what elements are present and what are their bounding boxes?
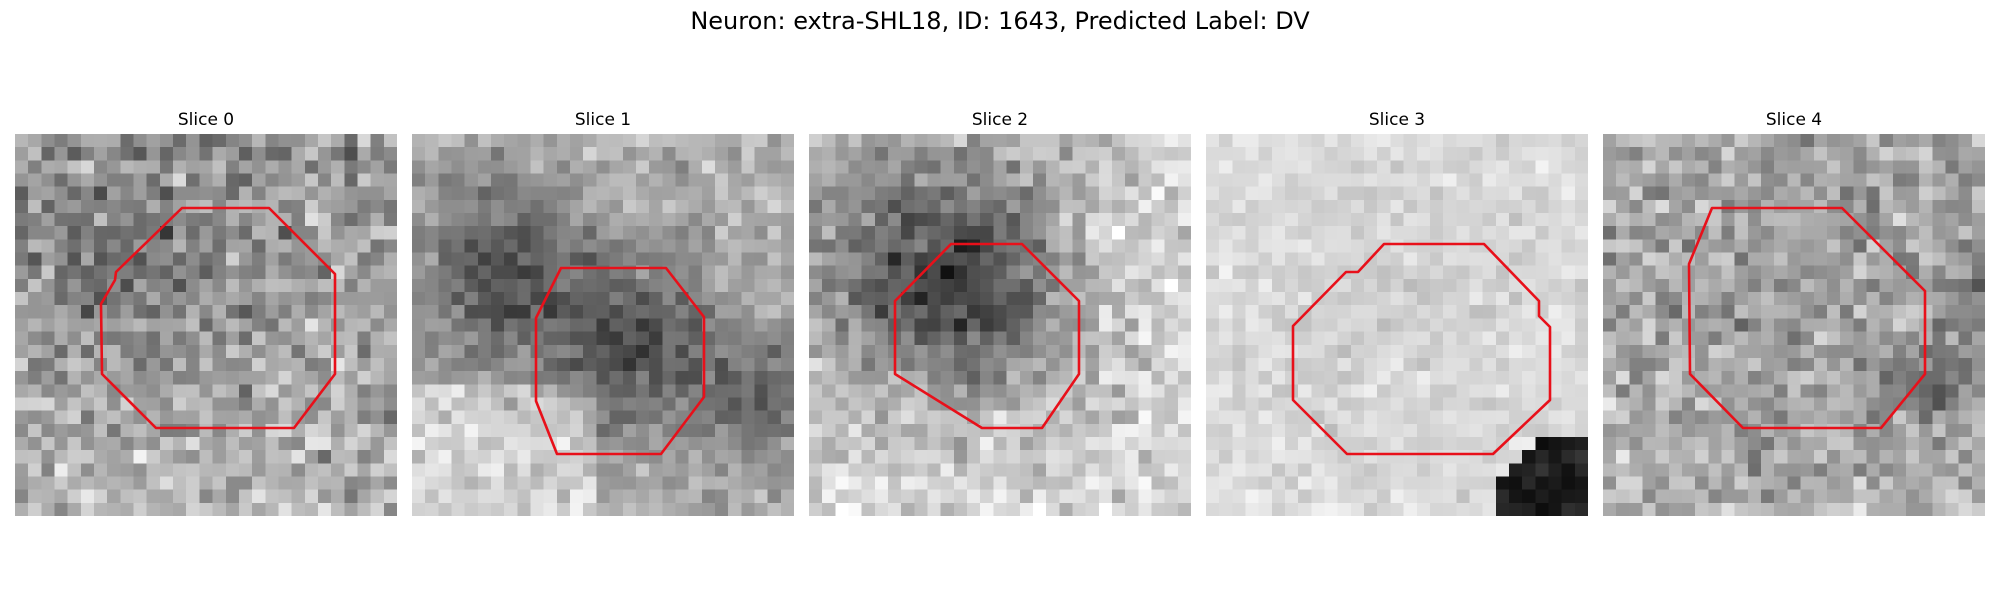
slice-title: Slice 4 bbox=[1765, 110, 1823, 130]
slice-panel-1: Slice 1 bbox=[412, 108, 794, 516]
roi-contour bbox=[99, 206, 337, 430]
roi-contour bbox=[893, 242, 1081, 430]
slice-image bbox=[809, 134, 1191, 516]
figure-title: Neuron: extra-SHL18, ID: 1643, Predicted… bbox=[690, 7, 1310, 35]
slice-title: Slice 3 bbox=[1368, 110, 1426, 130]
slice-image bbox=[412, 134, 794, 516]
pixel-grid bbox=[1603, 134, 1985, 516]
roi-contour bbox=[1687, 206, 1927, 430]
slice-panel-4: Slice 4 bbox=[1603, 108, 1985, 516]
slice-title: Slice 1 bbox=[574, 110, 632, 130]
slice-panel-2: Slice 2 bbox=[809, 108, 1191, 516]
slice-title: Slice 2 bbox=[971, 110, 1029, 130]
slice-panel-3: Slice 3 bbox=[1206, 108, 1588, 516]
slice-title: Slice 0 bbox=[177, 110, 235, 130]
roi-contour bbox=[534, 266, 706, 456]
pixel-grid bbox=[15, 134, 397, 516]
slice-panel-0: Slice 0 bbox=[15, 108, 397, 516]
slice-image bbox=[15, 134, 397, 516]
slice-image bbox=[1603, 134, 1985, 516]
pixel-grid bbox=[1206, 134, 1588, 516]
roi-contour bbox=[1291, 242, 1552, 456]
pixel-grid bbox=[809, 134, 1191, 516]
pixel-grid bbox=[412, 134, 794, 516]
slice-image bbox=[1206, 134, 1588, 516]
